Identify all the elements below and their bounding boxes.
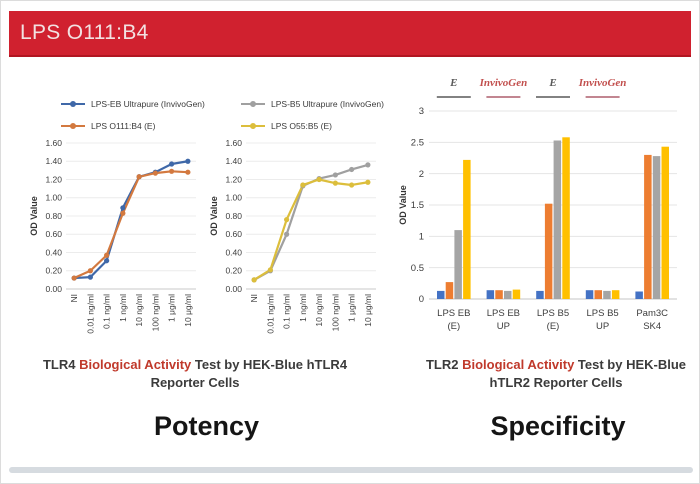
svg-text:10 ng/ml: 10 ng/ml: [134, 294, 144, 327]
svg-text:OD Value: OD Value: [209, 196, 219, 236]
specificity-section-label: Specificity: [490, 411, 626, 441]
tlr2-bar-chart-svg: 0 0.5 1 1.5 2 2.5 3 LPS EB (E) LPS EB UP LPS B5 (E) L…: [398, 77, 677, 332]
svg-text:1.20: 1.20: [45, 174, 62, 184]
svg-text:0.80: 0.80: [45, 211, 62, 221]
svg-text:LPS B5(E): LPS B5 (E): [537, 308, 569, 332]
svg-text:1 μg/ml: 1 μg/ml: [347, 294, 357, 322]
legend-marker-icon: [61, 122, 85, 130]
svg-text:OD Value: OD Value: [29, 196, 39, 236]
svg-text:1.60: 1.60: [225, 138, 242, 148]
svg-text:InvivoGen: InvivoGen: [479, 77, 528, 89]
tlr4-line-chart-eb-svg: 0.00 0.20 0.40 0.60 0.80 1.00 1.20 1.40 1.60 NI 0.…: [29, 138, 196, 334]
svg-text:3: 3: [419, 106, 424, 117]
caption-text: Test by HEK-Blue hTLR2 Reporter Cells: [489, 357, 687, 391]
svg-text:2: 2: [419, 169, 424, 180]
legend-item: LPS-EB Ultrapure (InvivoGen): [61, 95, 205, 113]
legend-item: LPS O55:B5 (E): [241, 117, 385, 135]
chart-plot: 0 0.5 1 1.5 2 2.5 3 LPS EB (E) LPS EB UP LPS B5 (E) L…: [397, 71, 689, 354]
svg-text:0.60: 0.60: [225, 229, 242, 239]
legend-item: LPS-B5 Ultrapure (InvivoGen): [241, 95, 385, 113]
svg-text:0.00: 0.00: [45, 284, 62, 294]
legend-marker-icon: [241, 100, 265, 108]
svg-text:100 ng/ml: 100 ng/ml: [150, 294, 160, 331]
slide-header: LPS O111:B4: [9, 11, 691, 57]
svg-text:1 μg/ml: 1 μg/ml: [167, 294, 177, 322]
caption-text: TLR4: [42, 357, 80, 372]
svg-text:LPS EB(E): LPS EB (E): [437, 308, 470, 332]
tlr4-line-chart-eb: LPS-EB Ultrapure (InvivoGen) LPS O111:B4 …: [29, 95, 205, 352]
legend-label: LPS O55:B5 (E): [271, 121, 332, 131]
svg-text:1.5: 1.5: [411, 200, 424, 211]
chart-plot: 0.00 0.20 0.40 0.60 0.80 1.00 1.20 1.40 1.60 NI 0.…: [209, 137, 385, 352]
caption-highlight: Biological Activity: [79, 357, 192, 372]
chart-legend: LPS-B5 Ultrapure (InvivoGen) LPS O55:B5 (…: [241, 95, 385, 135]
tlr4-line-chart-b5-svg: 0.00 0.20 0.40 0.60 0.80 1.00 1.20 1.40 1.60 NI 0.…: [209, 138, 376, 334]
svg-text:NI: NI: [69, 294, 79, 303]
svg-text:0: 0: [419, 294, 424, 305]
caption-text: Test by HEK-Blue hTLR4 Reporter Cells: [150, 357, 348, 391]
svg-text:10 μg/ml: 10 μg/ml: [183, 294, 193, 327]
svg-text:0.01 ng/ml: 0.01 ng/ml: [85, 294, 95, 334]
specificity-caption: TLR2 Biological Activity Test by HEK-Blu…: [425, 356, 687, 392]
svg-text:0.20: 0.20: [225, 266, 242, 276]
svg-text:100 ng/ml: 100 ng/ml: [330, 294, 340, 331]
legend-label: LPS-B5 Ultrapure (InvivoGen): [271, 99, 384, 109]
legend-label: LPS O111:B4 (E): [91, 121, 156, 131]
svg-text:InvivoGen: InvivoGen: [578, 77, 627, 89]
svg-text:1 ng/ml: 1 ng/ml: [298, 294, 308, 322]
potency-caption: TLR4 Biological Activity Test by HEK-Blu…: [39, 356, 351, 392]
svg-text:E: E: [449, 77, 457, 89]
svg-text:1.00: 1.00: [225, 193, 242, 203]
svg-text:0.80: 0.80: [225, 211, 242, 221]
svg-text:1.20: 1.20: [225, 174, 242, 184]
legend-item: LPS O111:B4 (E): [61, 117, 205, 135]
svg-text:0.1 ng/ml: 0.1 ng/ml: [282, 294, 292, 329]
tlr4-line-chart-b5: LPS-B5 Ultrapure (InvivoGen) LPS O55:B5 (…: [209, 95, 385, 352]
svg-text:OD Value: OD Value: [398, 185, 408, 225]
svg-text:2.5: 2.5: [411, 138, 424, 149]
svg-text:0.40: 0.40: [225, 247, 242, 257]
svg-text:1: 1: [419, 232, 424, 243]
legend-marker-icon: [61, 100, 85, 108]
potency-section-label: Potency: [153, 411, 260, 441]
caption-highlight: Biological Activity: [462, 357, 575, 372]
svg-text:0.20: 0.20: [45, 266, 62, 276]
svg-text:1.00: 1.00: [45, 193, 62, 203]
svg-text:1.40: 1.40: [225, 156, 242, 166]
svg-text:0.5: 0.5: [411, 263, 424, 274]
svg-text:NI: NI: [249, 294, 259, 303]
svg-text:0.60: 0.60: [45, 229, 62, 239]
svg-text:0.40: 0.40: [45, 247, 62, 257]
chart-plot: 0.00 0.20 0.40 0.60 0.80 1.00 1.20 1.40 1.60 NI 0.…: [29, 137, 205, 352]
svg-text:1.40: 1.40: [45, 156, 62, 166]
svg-text:1.60: 1.60: [45, 138, 62, 148]
svg-text:0.1 ng/ml: 0.1 ng/ml: [102, 294, 112, 329]
tlr2-bar-chart: 0 0.5 1 1.5 2 2.5 3 LPS EB (E) LPS EB UP LPS B5 (E) L…: [397, 71, 689, 354]
svg-text:E: E: [548, 77, 556, 89]
bottom-edge-bar: [9, 467, 693, 473]
svg-text:0.01 ng/ml: 0.01 ng/ml: [265, 294, 275, 334]
caption-text: TLR2: [425, 357, 463, 372]
svg-text:10 μg/ml: 10 μg/ml: [363, 294, 373, 327]
slide-title: LPS O111:B4: [20, 21, 149, 44]
svg-text:10 ng/ml: 10 ng/ml: [314, 294, 324, 327]
legend-label: LPS-EB Ultrapure (InvivoGen): [91, 99, 205, 109]
svg-text:1 ng/ml: 1 ng/ml: [118, 294, 128, 322]
legend-marker-icon: [241, 122, 265, 130]
chart-legend: LPS-EB Ultrapure (InvivoGen) LPS O111:B4 …: [61, 95, 205, 135]
svg-text:0.00: 0.00: [225, 284, 242, 294]
